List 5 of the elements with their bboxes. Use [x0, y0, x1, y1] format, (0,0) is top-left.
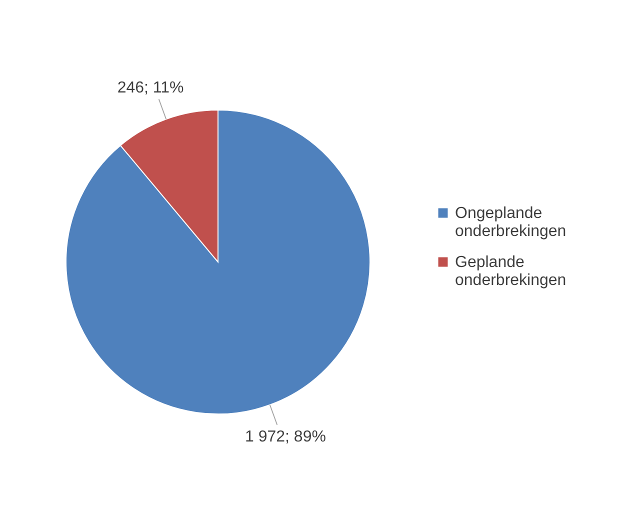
legend-label: Geplande onderbrekingen	[455, 254, 566, 289]
data-label: 1 972; 89%	[244, 428, 326, 446]
legend-label: Ongeplande onderbrekingen	[455, 205, 566, 240]
pie-slice	[66, 110, 370, 414]
data-label: 246; 11%	[117, 80, 184, 97]
